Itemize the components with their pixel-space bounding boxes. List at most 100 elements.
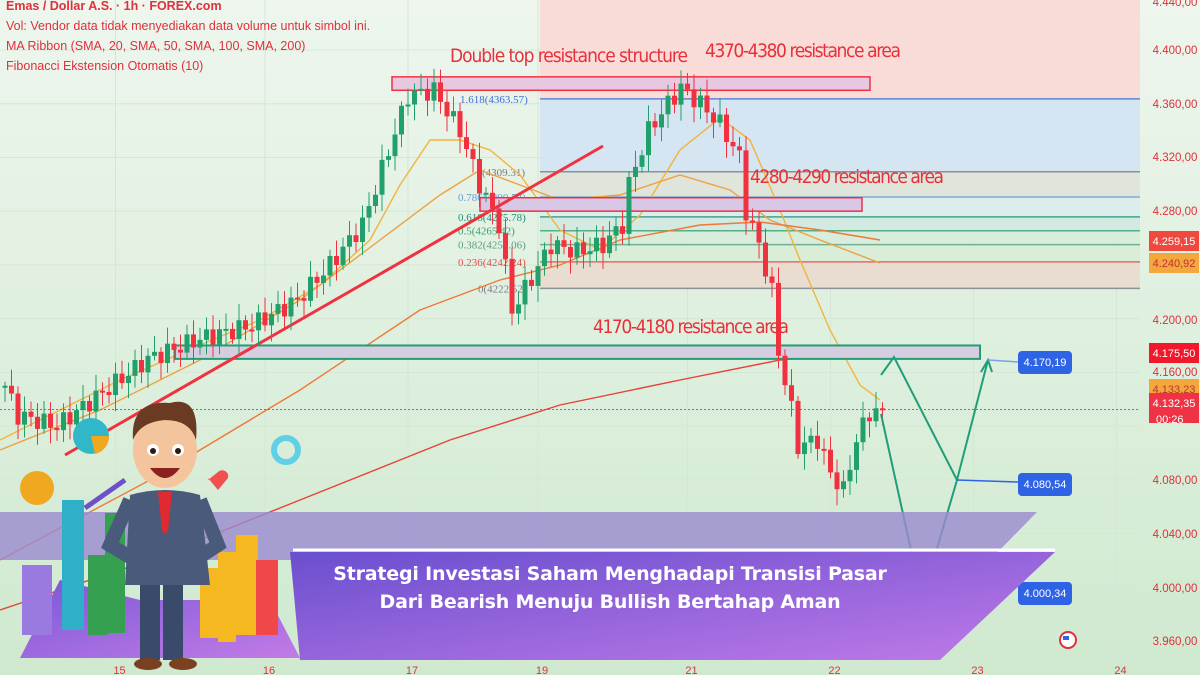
candle	[516, 291, 521, 325]
y-axis-tick-label: 3.960,00	[1153, 636, 1198, 648]
candle	[750, 208, 755, 230]
candle	[847, 455, 853, 495]
candle-body	[548, 249, 554, 255]
candle	[607, 221, 612, 258]
fib-level-label: 0(4222.52)	[478, 283, 527, 295]
candle-body	[646, 121, 651, 156]
candle	[340, 237, 346, 270]
candle	[503, 218, 508, 274]
candle-body	[405, 104, 411, 107]
candle	[691, 74, 697, 123]
candle-body	[678, 83, 684, 105]
candle-body	[366, 206, 372, 218]
candle-body	[210, 329, 216, 345]
candle-body	[171, 343, 177, 350]
banner-background	[290, 552, 1055, 660]
fib-extension-indicator[interactable]: Fibonacci Ekstension Otomatis (10)	[6, 59, 204, 73]
target-value: 4.080,54	[1024, 479, 1067, 491]
x-axis-tick-label: 23	[971, 665, 983, 675]
candle	[574, 227, 580, 265]
candle-body	[100, 390, 105, 393]
candle-body	[353, 235, 359, 242]
candle	[438, 69, 443, 114]
candle	[2, 381, 8, 402]
candle	[535, 250, 541, 302]
volume-note: Vol: Vendor data tidak menyediakan data …	[6, 19, 371, 33]
candle-body	[431, 82, 437, 101]
candle-body	[373, 194, 378, 207]
candle-body	[275, 304, 281, 314]
candle	[41, 401, 47, 434]
candle	[236, 304, 242, 355]
businessman-illustration	[20, 401, 301, 670]
candle-body	[412, 90, 417, 105]
price-label: 4.240,92	[1149, 253, 1199, 273]
candle	[646, 105, 651, 172]
candle-body	[80, 400, 86, 411]
candle	[210, 315, 216, 358]
candle-body	[743, 150, 749, 221]
fib-zone	[540, 244, 1140, 262]
x-axis-tick-label: 21	[685, 665, 697, 675]
flag-canton	[1063, 636, 1069, 640]
candle-body	[457, 111, 463, 138]
candle-body	[841, 481, 846, 490]
candle-body	[626, 177, 632, 234]
candle-body	[613, 226, 619, 236]
candle-body	[607, 235, 612, 254]
candle	[841, 470, 846, 498]
candle-body	[704, 95, 710, 113]
candle	[171, 337, 177, 363]
candle-body	[672, 95, 677, 105]
candle-body	[802, 442, 807, 455]
candle-body	[769, 276, 775, 283]
candle	[542, 242, 547, 276]
candle	[61, 403, 66, 442]
candle-body	[48, 413, 53, 428]
person-leg	[163, 580, 183, 660]
candle-body	[685, 83, 690, 90]
ma-ribbon-indicator[interactable]: MA Ribbon (SMA, 20, SMA, 50, SMA, 100, S…	[6, 39, 306, 53]
resistance-zone-4370-4380	[391, 76, 871, 92]
person-shoe	[134, 658, 162, 670]
sma-100-line	[0, 221, 881, 561]
candle	[360, 205, 365, 255]
candle-body	[28, 411, 34, 417]
candle	[594, 225, 599, 261]
candle	[191, 320, 196, 364]
candle	[470, 143, 476, 173]
candle	[490, 177, 495, 225]
candle	[230, 322, 235, 344]
candle	[204, 317, 209, 355]
candle	[139, 344, 144, 384]
candle	[243, 315, 248, 341]
person-pupil	[175, 448, 181, 454]
candle	[561, 224, 567, 255]
person-hair	[132, 401, 197, 440]
candle	[158, 347, 164, 379]
y-axis-tick-label: 4.080,00	[1153, 475, 1198, 487]
person-shoe	[169, 658, 197, 670]
candle-body	[386, 156, 391, 160]
candle	[314, 271, 320, 298]
candle-body	[535, 266, 541, 286]
candle	[789, 369, 794, 417]
banner-line-1: Strategi Investasi Saham Menghadapi Tran…	[333, 563, 887, 585]
candle-body	[230, 328, 235, 340]
candle-body	[269, 313, 274, 326]
candle-body	[561, 240, 567, 247]
candle-body	[87, 400, 92, 412]
price-label-badge	[1149, 253, 1199, 273]
candle-body	[236, 320, 242, 340]
candle-body	[795, 400, 801, 455]
pie-chart-icon	[20, 471, 54, 505]
target-value: 4.170,19	[1024, 357, 1067, 369]
candle-body	[425, 88, 430, 101]
candle-body	[184, 334, 190, 353]
candle	[165, 327, 170, 373]
target-badge	[1018, 351, 1072, 374]
candle	[522, 266, 528, 320]
candle	[620, 210, 625, 245]
candle	[782, 349, 788, 395]
